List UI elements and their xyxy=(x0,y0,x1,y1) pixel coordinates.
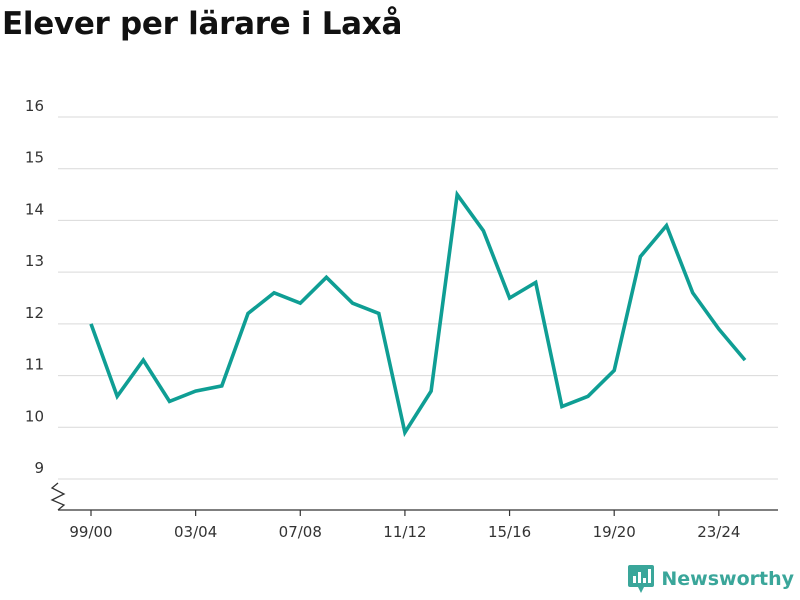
bar-chart-logo-icon xyxy=(628,565,655,593)
y-tick-label: 12 xyxy=(25,304,44,322)
gridlines xyxy=(58,116,778,480)
series-line xyxy=(89,189,747,438)
y-tick-label: 11 xyxy=(25,356,44,374)
x-tick-label: 15/16 xyxy=(488,523,531,541)
axis-break-icon xyxy=(50,482,66,511)
x-tick-label: 23/24 xyxy=(697,523,740,541)
y-tick-label: 9 xyxy=(34,459,44,477)
y-axis-labels: 9 10 11 12 13 14 15 16 xyxy=(25,97,44,477)
x-axis: 99/00 03/04 07/08 11/12 15/16 19/20 23/24 xyxy=(50,482,778,541)
y-tick-label: 15 xyxy=(25,149,44,167)
y-tick-label: 13 xyxy=(25,252,44,270)
x-tick-label: 03/04 xyxy=(174,523,217,541)
brand-name: Newsworthy xyxy=(661,568,794,590)
x-tick-label: 19/20 xyxy=(593,523,636,541)
y-tick-label: 16 xyxy=(25,97,44,115)
y-tick-label: 10 xyxy=(25,407,44,425)
x-tick-label: 07/08 xyxy=(279,523,322,541)
y-tick-label: 14 xyxy=(25,200,44,218)
newsworthy-brand: Newsworthy xyxy=(627,564,794,594)
chart-title: Elever per lärare i Laxå xyxy=(2,6,403,42)
series-layer xyxy=(89,189,747,438)
x-tick-label: 11/12 xyxy=(383,523,426,541)
x-tick-label: 99/00 xyxy=(69,523,112,541)
